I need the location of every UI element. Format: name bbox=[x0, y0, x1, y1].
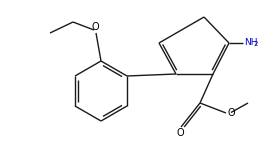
Text: 2: 2 bbox=[254, 41, 258, 47]
Text: O: O bbox=[176, 128, 184, 138]
Text: O: O bbox=[227, 107, 234, 118]
Text: O: O bbox=[91, 22, 99, 32]
Text: NH: NH bbox=[244, 38, 258, 47]
